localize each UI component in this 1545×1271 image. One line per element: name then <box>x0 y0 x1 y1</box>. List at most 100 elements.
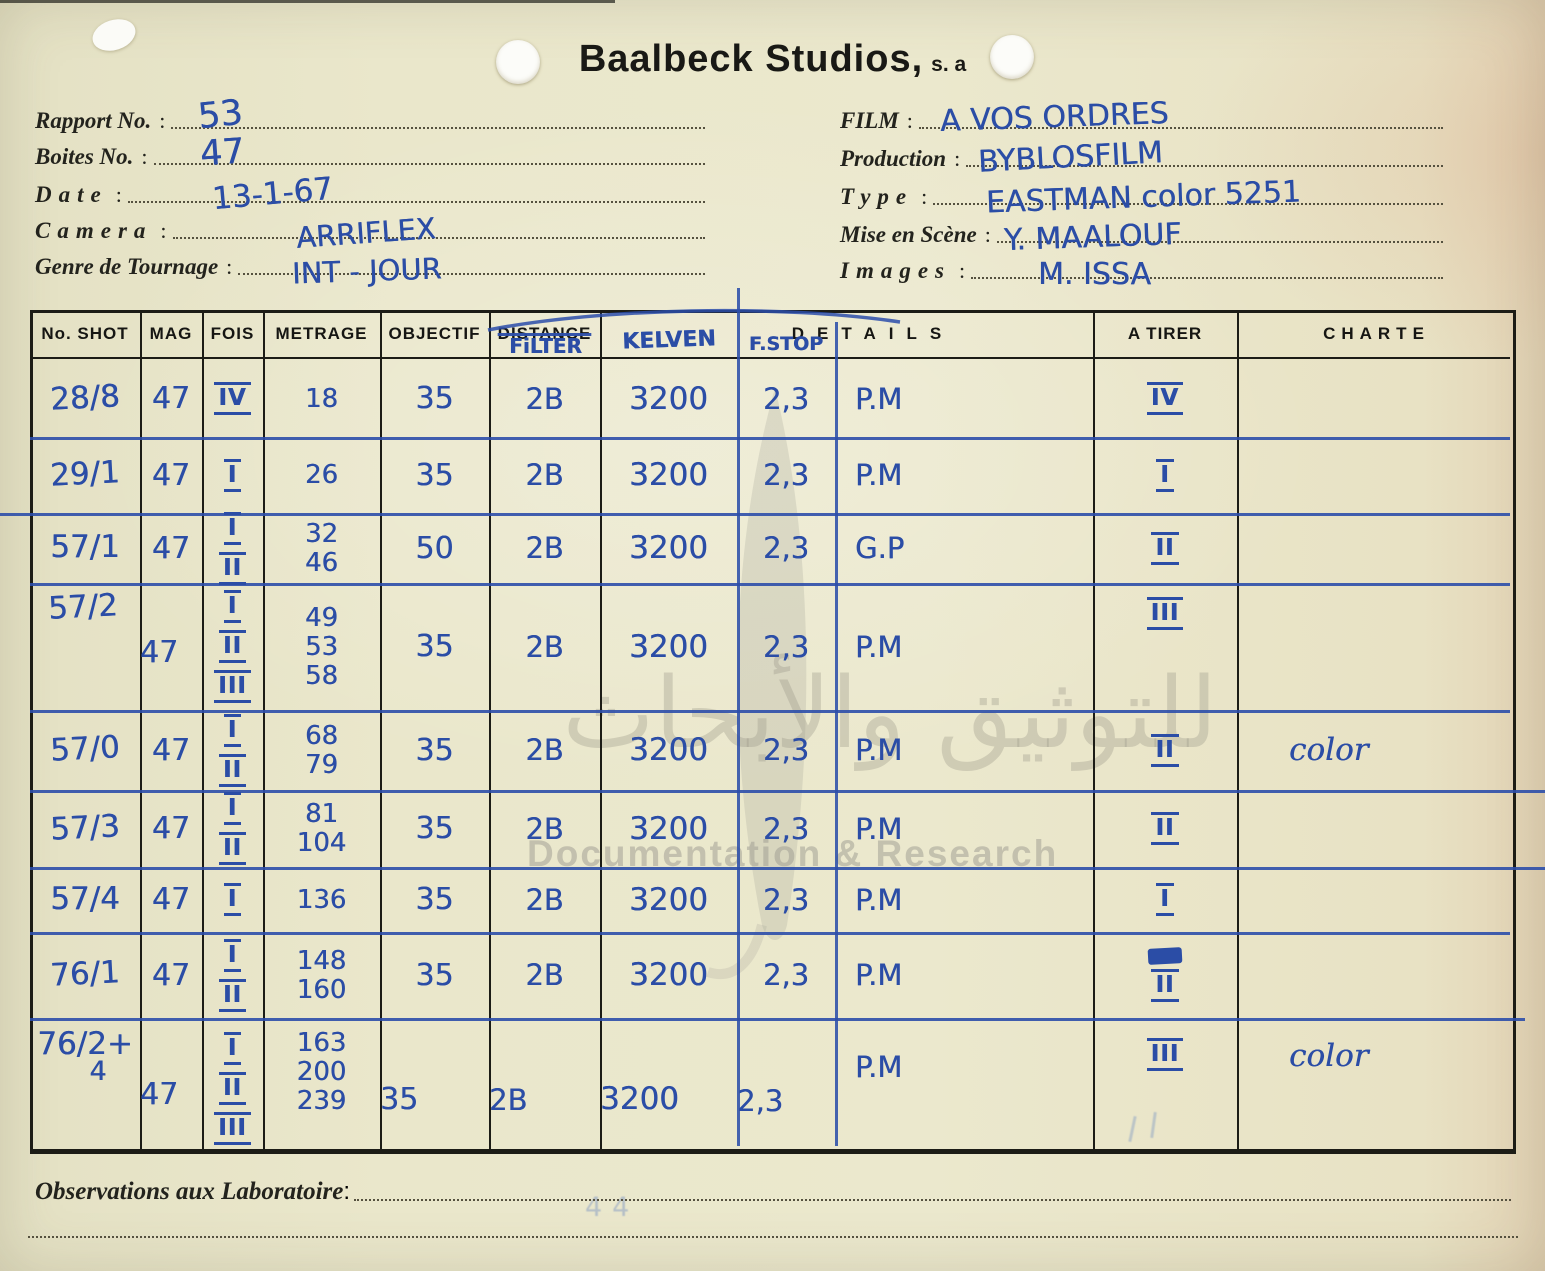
table-row: 57/1 47 I II 32 46 50 2B 3200 2,3 G.P II <box>30 511 1516 585</box>
colon: : <box>954 146 961 171</box>
cell-objectif: 35 <box>415 811 454 846</box>
cell-a-tirer: II <box>1093 710 1237 790</box>
cell-metrage: 163 200 239 <box>296 1028 347 1116</box>
colon: : <box>906 108 913 133</box>
cell-metrage: 18 <box>304 383 339 414</box>
cell-fstop: 2,3 <box>762 381 810 416</box>
cell-charte <box>1237 790 1516 867</box>
column-line <box>489 310 491 1152</box>
table-row: 76/1 47 I II 148 160 35 2B 3200 2,3 P.M II <box>30 932 1516 1018</box>
dotted-line <box>28 1236 1518 1238</box>
cell-mag: 47 <box>140 1076 179 1112</box>
cell-kelven: 3200 <box>629 628 708 665</box>
col-header-mag: MAG <box>149 324 193 343</box>
cell-objectif: 35 <box>415 882 454 917</box>
table-row: 57/3 47 I II 81 104 35 2B 3200 2,3 P.M II <box>30 790 1516 867</box>
cell-fstop: 2,3 <box>762 733 810 767</box>
cell-details: P.M <box>855 811 903 846</box>
col-header-objectif: OBJECTIF <box>388 324 481 343</box>
hand-header-fstop: F.STOP <box>748 333 824 355</box>
cell-shot: 29/1 <box>49 454 121 495</box>
cell-details: P.M <box>855 1050 903 1084</box>
field-camera: Camera : <box>35 218 707 244</box>
cell-metrage: 68 79 <box>304 720 339 780</box>
cell-kelven: 3200 <box>629 732 708 768</box>
cell-fstop: 2,3 <box>762 958 810 992</box>
dotted-line <box>933 203 1443 205</box>
hand-drawn-row-line <box>30 437 1510 440</box>
cell-metrage: 136 <box>296 884 347 915</box>
column-line <box>202 310 204 1152</box>
dotted-line <box>172 237 705 239</box>
production-label: Production <box>840 146 947 171</box>
cell-fois: IV <box>202 360 263 437</box>
field-date: Date : <box>35 182 707 208</box>
hand-drawn-row-line <box>30 867 1545 870</box>
cell-fois: I II <box>202 710 263 790</box>
hand-drawn-row-line <box>30 932 1510 935</box>
cell-fstop: 2,3 <box>762 629 810 664</box>
cell-fois: I II <box>202 932 263 1018</box>
field-genre-tournage: Genre de Tournage : <box>35 254 707 280</box>
cell-fois: I <box>202 437 263 513</box>
table-row: 76/2+ 4 47 I II III 163 200 239 35 2B 3200 2,… <box>30 1018 1516 1152</box>
column-line <box>1093 310 1095 1152</box>
col-header-fois: FOIS <box>210 324 255 343</box>
cell-filter: 2B <box>525 629 564 664</box>
cell-fstop: 2,3 <box>762 531 810 565</box>
rapport-no-value: 53 <box>196 92 245 138</box>
col-header-no-shot: No. SHOT <box>41 324 129 343</box>
cell-details: P.M <box>855 733 903 767</box>
date-value: 13-1-67 <box>210 170 335 218</box>
cell-mag: 47 <box>140 635 179 670</box>
field-images: Images : <box>840 258 1445 284</box>
cell-kelven: 3200 <box>629 810 708 847</box>
table-row: 57/4 47 I 136 35 2B 3200 2,3 P.M I <box>30 867 1516 932</box>
cell-a-tirer: I <box>1093 867 1237 932</box>
hand-drawn-row-line <box>30 583 1510 586</box>
colon: : <box>984 222 991 247</box>
cell-shot: 57/3 <box>49 807 121 848</box>
hand-drawn-row-line <box>0 513 1510 516</box>
cell-filter: 2B <box>525 531 564 565</box>
dotted-line <box>238 273 705 275</box>
images-value: M. ISSA <box>1038 257 1151 292</box>
cell-objectif: 35 <box>415 629 454 664</box>
table-row: 29/1 47 I 26 35 2B 3200 2,3 P.M I <box>30 437 1516 513</box>
cell-objectif: 35 <box>415 381 454 416</box>
dotted-line <box>153 163 705 165</box>
cell-shot: 57/0 <box>49 729 121 770</box>
dotted-line <box>996 241 1443 243</box>
mise-en-scene-label: Mise en Scène <box>840 222 977 247</box>
cell-fois: I <box>202 867 263 932</box>
dotted-line <box>127 201 705 203</box>
studio-title-main: Baalbeck Studios, <box>578 38 924 80</box>
type-label: Type <box>840 184 914 209</box>
cell-a-tirer: I <box>1093 437 1237 513</box>
cell-charte <box>1237 867 1516 932</box>
cell-details: P.M <box>855 381 903 416</box>
cell-charte <box>1237 360 1516 437</box>
cell-details: P.M <box>855 958 903 992</box>
cell-fstop: 2,3 <box>737 1084 784 1118</box>
observations-field: Observations aux Laboratoire : <box>35 1178 1513 1206</box>
cell-fois: I II <box>202 790 263 867</box>
hand-drawn-row-line <box>30 1018 1525 1021</box>
cell-charte: color <box>1289 732 1369 768</box>
cell-a-tirer: II <box>1093 790 1237 867</box>
cell-a-tirer: IV <box>1093 360 1237 437</box>
punch-hole-right <box>990 35 1034 79</box>
column-line <box>380 310 382 1152</box>
table-row: 57/2 47 I II III 49 53 58 35 2B 3200 2,3 P.M… <box>30 583 1516 710</box>
cell-kelven: 3200 <box>629 957 708 993</box>
cell-a-tirer: III <box>1093 1018 1237 1152</box>
column-line <box>140 310 142 1152</box>
cell-details: P.M <box>855 629 903 664</box>
cell-kelven: 3200 <box>629 530 708 566</box>
date-label: Date <box>35 182 108 207</box>
cell-charte <box>1237 437 1516 513</box>
punch-hole-left <box>496 40 540 84</box>
cell-metrage: 32 46 <box>304 518 339 578</box>
scan-edge-artifact <box>0 0 615 3</box>
